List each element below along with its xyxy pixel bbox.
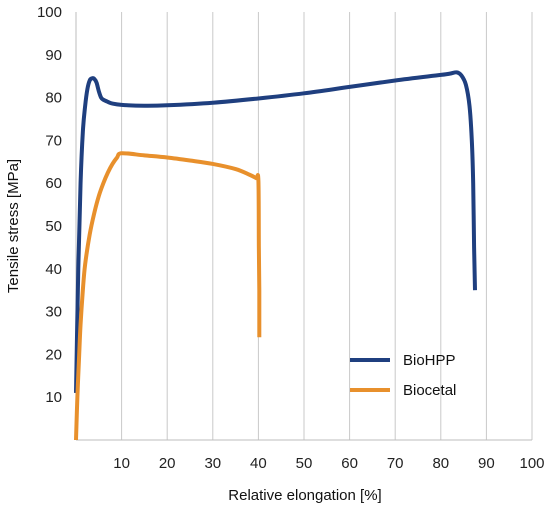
x-tick-label: 20 xyxy=(159,455,176,472)
y-tick-label: 90 xyxy=(45,47,62,64)
y-axis-title: Tensile stress [MPa] xyxy=(5,159,22,293)
y-tick-label: 60 xyxy=(45,175,62,192)
y-tick-label: 100 xyxy=(37,4,62,21)
y-tick-label: 50 xyxy=(45,218,62,235)
y-tick-label: 40 xyxy=(45,261,62,278)
x-axis-title: Relative elongation [%] xyxy=(228,487,381,504)
series-line-biocetal xyxy=(74,151,262,441)
x-tick-label: 90 xyxy=(478,455,495,472)
legend-label-biocetal: Biocetal xyxy=(403,382,456,399)
x-tick-label: 80 xyxy=(432,455,449,472)
x-tick-label: 50 xyxy=(296,455,313,472)
x-tick-label: 60 xyxy=(341,455,358,472)
x-tick-label: 100 xyxy=(519,455,544,472)
x-tick-label: 40 xyxy=(250,455,267,472)
series-line-biohpp xyxy=(74,70,477,393)
series-lines xyxy=(74,70,477,441)
y-tick-label: 30 xyxy=(45,304,62,321)
grid-lines xyxy=(121,12,533,440)
x-tick-labels: 10 20 30 40 50 60 70 80 90 100 xyxy=(113,455,544,472)
y-tick-label: 80 xyxy=(45,90,62,107)
legend-label-biohpp: BioHPP xyxy=(403,352,456,369)
y-tick-label: 10 xyxy=(45,389,62,406)
legend: BioHPP Biocetal xyxy=(350,352,456,399)
y-tick-label: 20 xyxy=(45,346,62,363)
x-tick-label: 70 xyxy=(387,455,404,472)
x-tick-label: 10 xyxy=(113,455,130,472)
y-tick-labels: 10 20 30 40 50 60 70 80 90 100 xyxy=(37,4,62,406)
x-tick-label: 30 xyxy=(204,455,221,472)
y-tick-label: 70 xyxy=(45,132,62,149)
